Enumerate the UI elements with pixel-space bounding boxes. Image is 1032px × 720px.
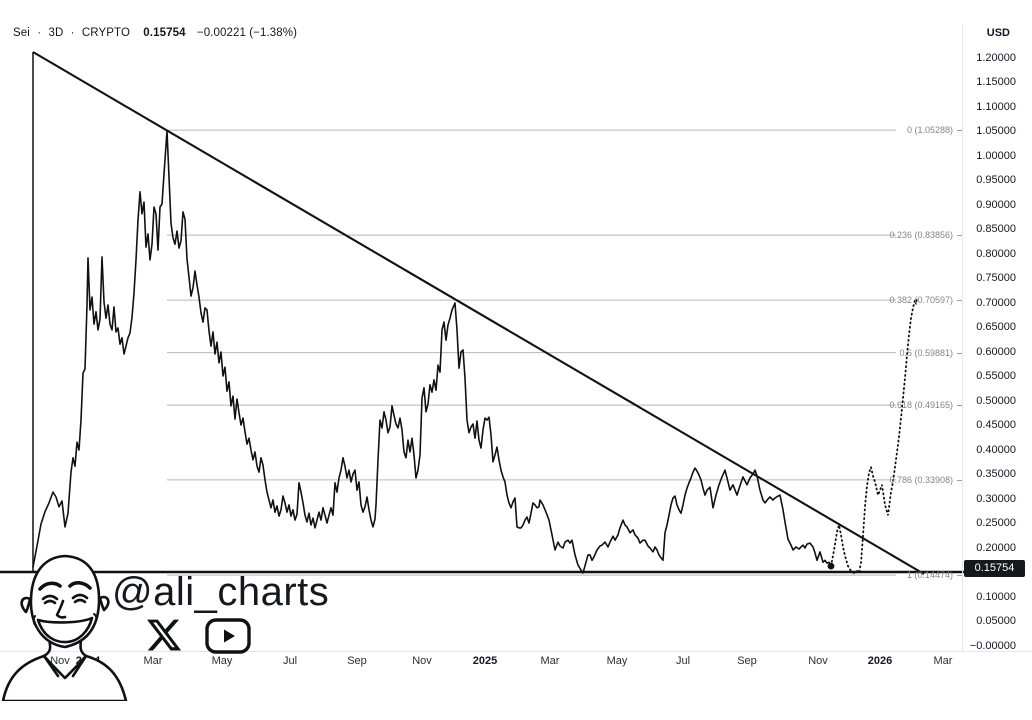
price-axis-label: −0.00000	[969, 639, 1016, 652]
time-axis-month-label: Mar	[933, 655, 953, 667]
price-axis-label: 0.70000	[976, 296, 1016, 309]
price-axis-label: 0.05000	[976, 615, 1016, 627]
fib-label-tick	[957, 405, 962, 407]
fib-label-tick	[957, 575, 962, 577]
time-axis-month-label: Nov	[412, 655, 432, 667]
youtube-logo-icon	[205, 618, 251, 654]
exchange-label: CRYPTO	[81, 27, 130, 39]
time-axis-month-label: Sep	[737, 655, 757, 667]
last-price-badge: 0.15754	[964, 560, 1025, 578]
symbol-legend[interactable]: Sei · 3D · CRYPTO 0.15754 −0.00221 (−1.3…	[13, 27, 301, 39]
time-axis-year-label: 2025	[472, 655, 498, 667]
price-axis-label: 1.10000	[976, 100, 1016, 113]
time-axis-month-label: May	[606, 655, 628, 667]
watermark-handle: @ali_charts	[112, 570, 330, 614]
price-axis-label: 1.15000	[976, 76, 1016, 88]
price-axis-label: 1.00000	[976, 149, 1016, 162]
time-axis-year-label: 2026	[867, 655, 893, 667]
time-axis-month-label: Jul	[675, 655, 691, 667]
descending-trendline[interactable]	[32, 51, 925, 575]
price-axis-label: 0.30000	[976, 492, 1016, 505]
fib-label-tick	[957, 130, 962, 132]
fib-label-0.382: 0.382 (0.70597)	[889, 295, 962, 305]
fib-label-0.5: 0.5 (0.59881)	[899, 348, 962, 358]
fib-label-1: 1 (0.14474)	[907, 570, 962, 580]
fib-label-tick	[957, 479, 962, 481]
fib-label-tick	[957, 235, 962, 237]
fib-label-0.236: 0.236 (0.83856)	[889, 230, 962, 240]
price-axis-label: 0.25000	[976, 517, 1016, 529]
price-axis-label: 0.60000	[976, 345, 1016, 358]
price-axis-label: 0.20000	[976, 541, 1016, 554]
projection-dotted-path	[830, 297, 918, 575]
time-axis-separator	[0, 651, 1032, 652]
fib-label-0.618: 0.618 (0.49165)	[889, 400, 962, 410]
interval-label: 3D	[48, 27, 64, 39]
price-axis-label: 0.75000	[976, 272, 1016, 284]
price-axis-label: 0.10000	[976, 590, 1016, 603]
price-axis-label: 0.40000	[976, 443, 1016, 456]
separator-dot: ·	[70, 27, 75, 39]
price-axis-label: 0.80000	[976, 247, 1016, 260]
time-axis-month-label: Nov	[50, 655, 70, 667]
price-axis-label: 0.50000	[976, 394, 1016, 407]
price-axis-label: 0.65000	[976, 321, 1016, 333]
symbol-name: Sei	[13, 27, 30, 39]
price-axis-label: 0.85000	[976, 223, 1016, 235]
price-axis-separator	[962, 24, 963, 651]
time-axis-month-label: May	[211, 655, 233, 667]
price-change: −0.00221 (−1.38%)	[196, 27, 298, 39]
separator-dot: ·	[37, 27, 42, 39]
fib-label-tick	[957, 352, 962, 354]
fib-label-0: 0 (1.05288)	[907, 125, 962, 135]
last-price: 0.15754	[143, 27, 186, 39]
last-price-dot	[827, 562, 835, 570]
time-axis-month-label: Nov	[808, 655, 828, 667]
time-axis-month-label: Mar	[143, 655, 163, 667]
time-axis-month-label: Sep	[347, 655, 367, 667]
fib-label-tick	[957, 300, 962, 302]
price-axis-label: 0.35000	[976, 468, 1016, 480]
fib-label-0.786: 0.786 (0.33908)	[889, 475, 962, 485]
price-axis-label: 0.95000	[976, 174, 1016, 186]
price-axis-label: 0.55000	[976, 370, 1016, 382]
price-axis-label: 0.90000	[976, 198, 1016, 211]
price-axis-label: 1.05000	[976, 125, 1016, 137]
face-avatar	[1, 554, 128, 701]
time-axis-month-label: Mar	[540, 655, 560, 667]
price-axis-label: 0.45000	[976, 419, 1016, 431]
time-axis-month-label: Jul	[282, 655, 298, 667]
price-line-series	[32, 130, 832, 574]
price-axis-label: 1.20000	[976, 51, 1016, 64]
x-logo-icon	[146, 619, 182, 651]
currency-label: USD	[986, 27, 1010, 39]
